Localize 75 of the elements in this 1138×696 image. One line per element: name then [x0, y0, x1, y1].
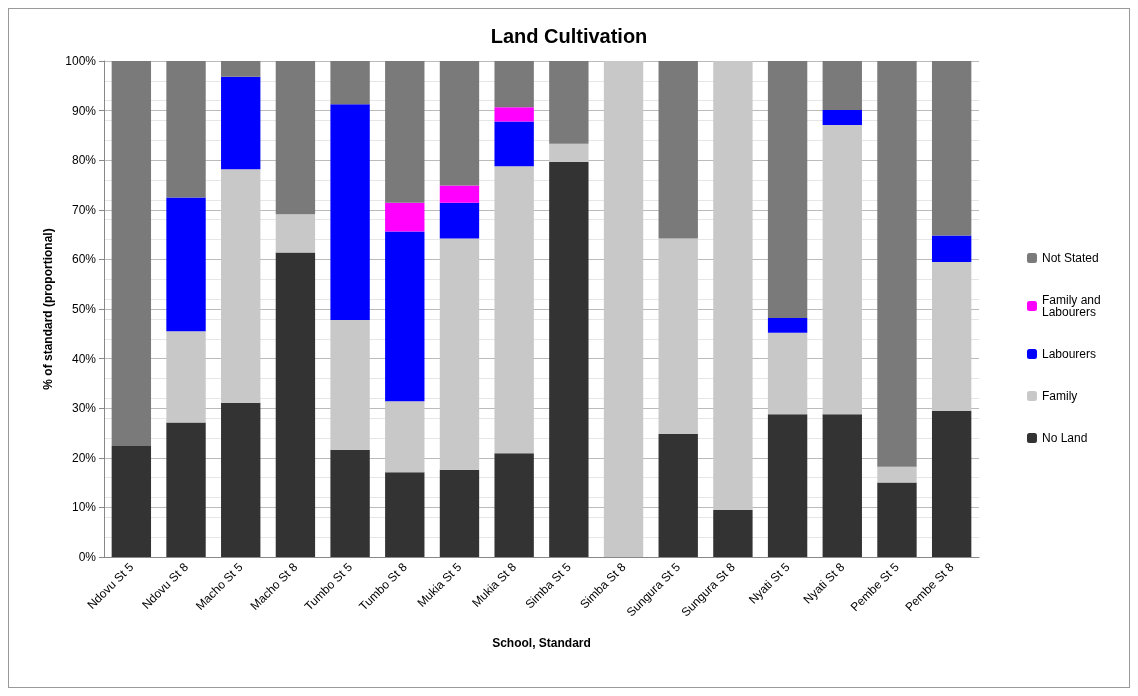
- legend-label: Family: [1041, 389, 1078, 403]
- y-tick-label: 90%: [71, 103, 97, 118]
- chart-title: Land Cultivation: [490, 25, 648, 47]
- x-axis-title: School, Standard: [492, 636, 591, 650]
- bar: [549, 143, 589, 162]
- bar: [330, 449, 370, 557]
- y-axis-title: % of standard (proportional): [41, 228, 56, 390]
- bar: [494, 166, 534, 454]
- bar: [877, 61, 917, 467]
- bar: [822, 414, 862, 557]
- bar: [221, 402, 261, 557]
- bar: [385, 202, 425, 232]
- bar: [494, 61, 534, 108]
- bar: [166, 61, 206, 198]
- bar: [549, 61, 589, 144]
- bar: [822, 61, 862, 111]
- bar: [931, 261, 972, 411]
- bar: [767, 61, 808, 318]
- bar: [713, 509, 753, 557]
- y-tick-label: 20%: [71, 450, 97, 465]
- bar: [877, 466, 917, 483]
- bar: [166, 331, 206, 423]
- legend-label: Labourers: [1041, 347, 1097, 361]
- bar: [658, 238, 698, 434]
- bar: [439, 238, 480, 470]
- bar: [658, 61, 698, 239]
- bar: [494, 107, 534, 122]
- bar: [713, 61, 753, 510]
- bar: [166, 197, 206, 332]
- bar: [494, 121, 534, 167]
- bar: [275, 252, 316, 557]
- y-tick-label: 10%: [71, 500, 97, 515]
- bar: [931, 235, 972, 262]
- y-tick-label: 40%: [71, 351, 97, 366]
- bar: [549, 161, 589, 557]
- bar: [221, 169, 261, 403]
- bar: [822, 124, 862, 415]
- bar: [330, 61, 370, 105]
- bar: [385, 61, 425, 203]
- legend-label: Not Stated: [1041, 251, 1099, 265]
- bar: [931, 61, 972, 236]
- bar: [111, 445, 152, 557]
- bar: [877, 482, 917, 557]
- bar: [439, 185, 480, 203]
- bar: [166, 422, 206, 557]
- bar: [330, 104, 370, 320]
- bar: [221, 76, 261, 170]
- bar: [767, 317, 808, 333]
- bar: [275, 214, 316, 253]
- legend-label: No Land: [1041, 431, 1088, 445]
- bar: [439, 469, 480, 557]
- bar: [221, 61, 261, 77]
- bar: [931, 410, 972, 557]
- bar: [767, 332, 808, 415]
- bar: [385, 401, 425, 473]
- y-tick-label: 50%: [71, 302, 97, 316]
- bar: [658, 433, 698, 557]
- bar: [767, 414, 808, 557]
- bar: [603, 61, 644, 557]
- y-tick-label: 60%: [71, 252, 97, 267]
- y-tick-label: 80%: [71, 153, 97, 168]
- legend-label: Family and Labourers: [1041, 293, 1105, 319]
- y-tick-label: 0%: [78, 550, 97, 564]
- bar: [111, 61, 152, 446]
- bar: [439, 202, 480, 239]
- bar: [439, 61, 480, 186]
- y-tick-label: 30%: [71, 401, 97, 416]
- bar: [385, 472, 425, 557]
- y-tick-label: 70%: [71, 202, 97, 217]
- bar: [330, 319, 370, 450]
- bar: [385, 231, 425, 402]
- bar: [275, 61, 316, 215]
- bar: [822, 110, 862, 125]
- bar: [494, 453, 534, 557]
- y-tick-label: 100%: [65, 54, 97, 68]
